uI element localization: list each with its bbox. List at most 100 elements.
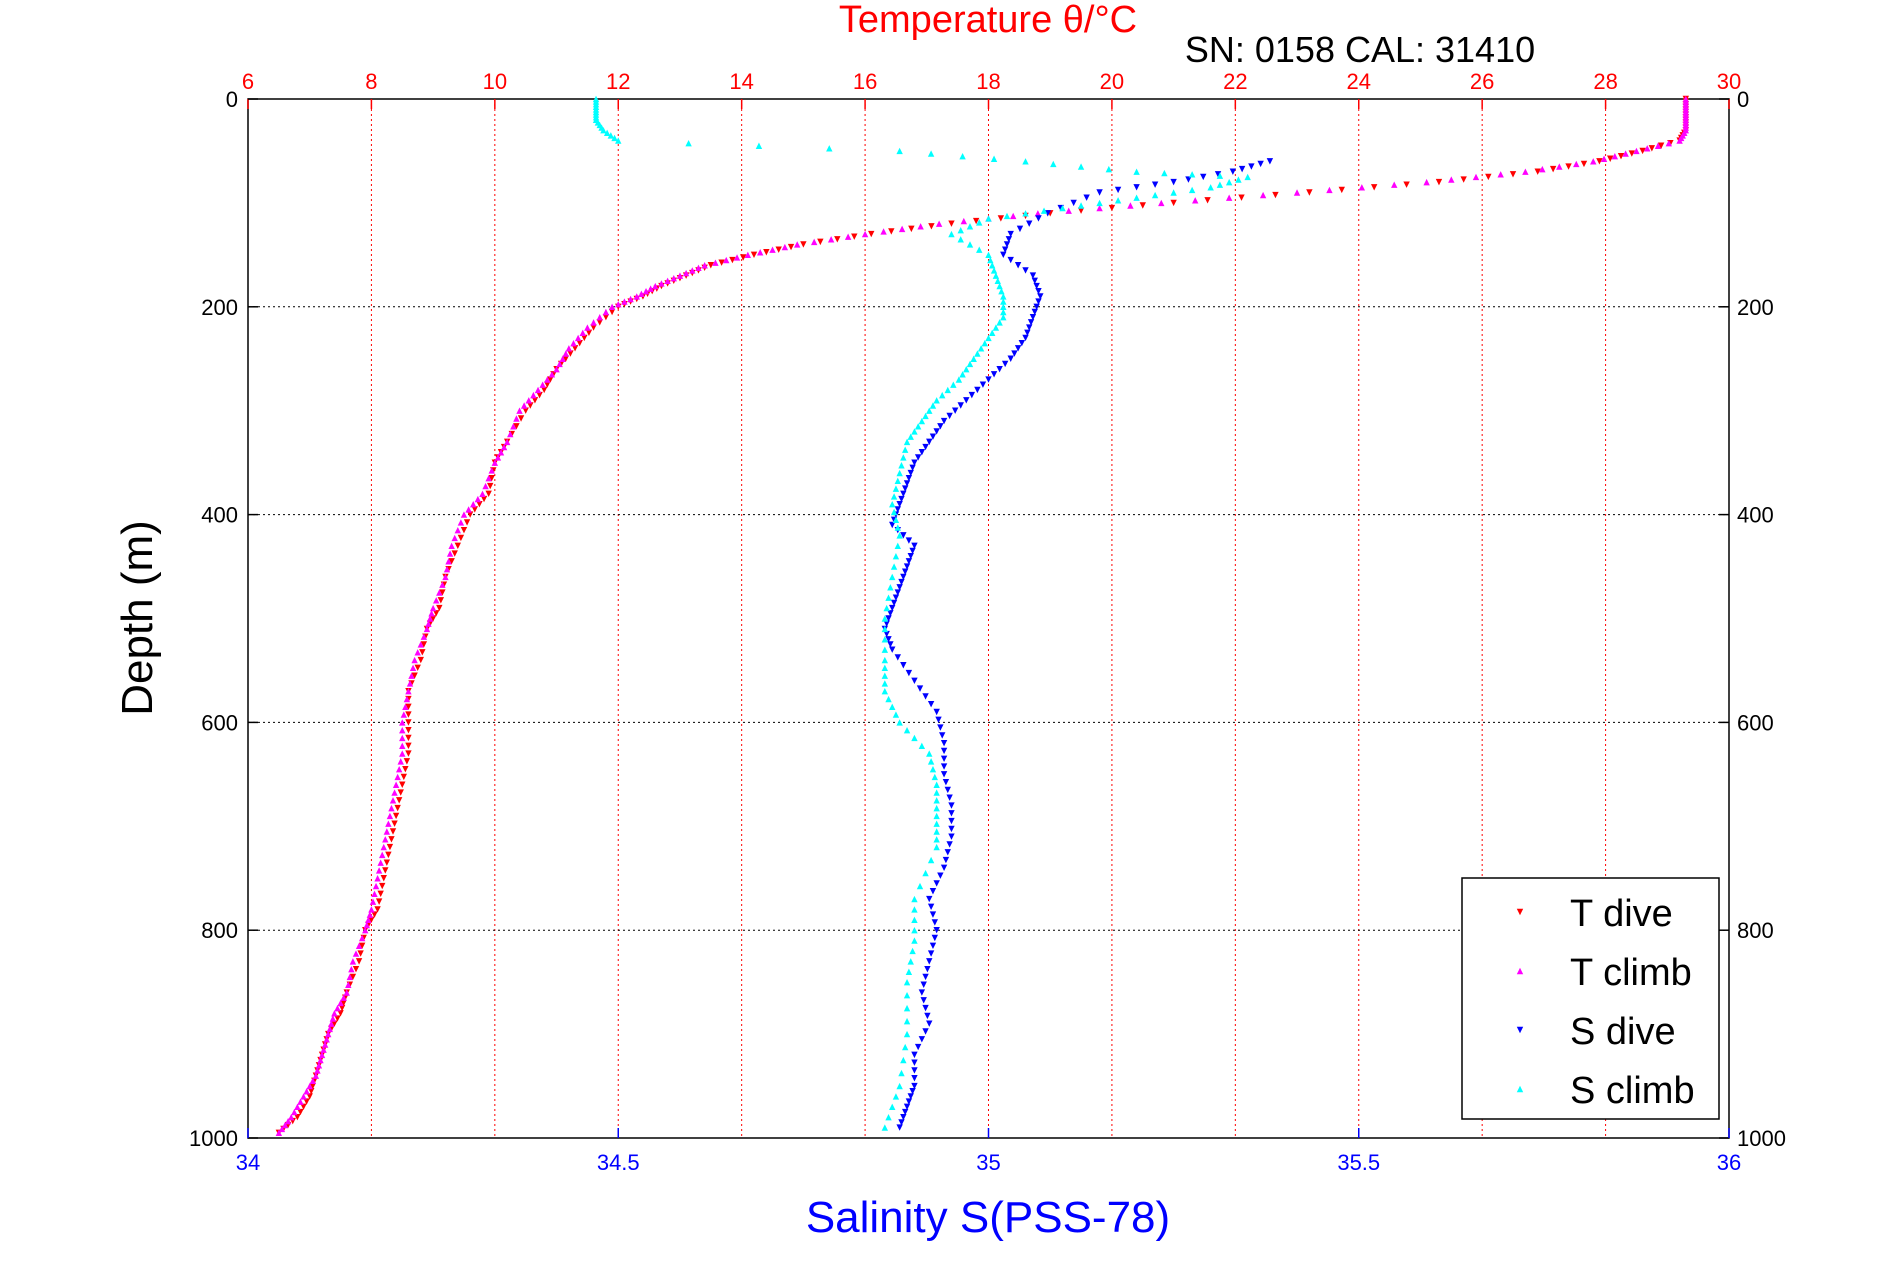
data-point	[922, 693, 929, 700]
data-point	[881, 688, 889, 695]
data-point	[607, 132, 615, 139]
data-point	[474, 495, 482, 503]
data-point	[287, 1114, 295, 1121]
data-point	[944, 849, 951, 856]
data-point	[963, 365, 970, 373]
data-point	[929, 942, 937, 949]
data-point	[905, 558, 913, 565]
data-point	[1105, 165, 1113, 173]
data-point	[382, 867, 389, 874]
data-point	[392, 781, 400, 788]
data-point	[482, 482, 489, 490]
data-point	[420, 641, 428, 648]
data-point	[395, 797, 403, 804]
data-point	[1016, 225, 1024, 233]
data-point	[423, 625, 431, 633]
data-point	[907, 1093, 914, 1100]
data-point	[1029, 313, 1037, 321]
data-point	[1306, 189, 1313, 196]
data-point	[918, 742, 926, 749]
data-point	[405, 711, 412, 718]
data-point	[1622, 150, 1629, 157]
data-point	[1225, 178, 1233, 186]
data-point	[911, 895, 918, 903]
data-point	[1022, 267, 1029, 274]
tick-label-bottom: 34	[236, 1150, 260, 1175]
data-point	[996, 319, 1003, 326]
data-point	[896, 719, 903, 726]
data-point	[454, 526, 462, 534]
data-point	[946, 412, 953, 420]
data-point	[454, 542, 462, 549]
data-point	[394, 773, 401, 781]
data-point	[898, 462, 905, 469]
data-point	[1044, 210, 1051, 217]
data-point	[1338, 186, 1345, 194]
data-point	[896, 1124, 903, 1131]
data-point	[998, 288, 1005, 295]
data-point	[1133, 194, 1140, 201]
data-point	[1077, 202, 1085, 209]
data-point	[1001, 246, 1009, 253]
data-point	[926, 895, 933, 903]
data-point	[1600, 155, 1608, 162]
data-point	[479, 490, 486, 498]
data-point	[911, 937, 918, 944]
data-point	[695, 264, 702, 272]
data-point	[1259, 191, 1267, 199]
data-point	[976, 246, 983, 253]
data-point	[358, 934, 366, 942]
data-point	[755, 142, 763, 149]
data-point	[1435, 178, 1443, 186]
data-point	[885, 695, 892, 703]
data-point	[1009, 212, 1017, 220]
tick-label-top: 14	[729, 69, 753, 94]
data-point	[1293, 189, 1301, 196]
data-point	[939, 391, 946, 399]
tick-label-top: 30	[1717, 69, 1741, 94]
data-point	[306, 1082, 313, 1090]
data-point	[927, 856, 935, 864]
legend-marker	[1516, 967, 1524, 975]
data-point	[889, 501, 896, 508]
data-point	[948, 825, 955, 833]
tick-label-right: 600	[1737, 710, 1774, 735]
data-point	[940, 763, 948, 770]
data-point	[517, 415, 525, 422]
data-point	[898, 495, 905, 503]
legend-label: T dive	[1570, 893, 1673, 935]
data-point	[718, 259, 725, 266]
data-point	[889, 604, 896, 612]
data-point	[318, 1051, 326, 1059]
data-point	[608, 308, 616, 316]
data-point	[881, 680, 889, 687]
data-point	[996, 282, 1003, 290]
data-point	[933, 836, 940, 843]
data-point	[979, 381, 987, 388]
data-point	[887, 641, 894, 648]
data-point	[627, 295, 634, 303]
data-point	[890, 493, 898, 500]
data-point	[935, 716, 942, 724]
data-point	[689, 267, 696, 274]
data-point	[1005, 236, 1013, 243]
data-point	[1077, 207, 1085, 214]
data-point	[990, 371, 998, 378]
data-point	[638, 290, 645, 298]
data-point	[861, 230, 869, 238]
data-point	[278, 1125, 286, 1133]
data-point	[445, 558, 452, 565]
data-point	[939, 732, 946, 739]
data-point	[1003, 241, 1011, 248]
data-point	[1170, 178, 1177, 186]
data-point	[442, 573, 449, 581]
data-point	[1403, 181, 1410, 188]
data-point	[337, 999, 344, 1007]
data-point	[933, 820, 940, 827]
data-point	[621, 298, 628, 305]
data-point	[940, 739, 948, 747]
data-point	[1225, 194, 1233, 201]
data-point	[901, 1108, 909, 1116]
data-point	[294, 1103, 301, 1111]
data-point	[402, 703, 409, 711]
